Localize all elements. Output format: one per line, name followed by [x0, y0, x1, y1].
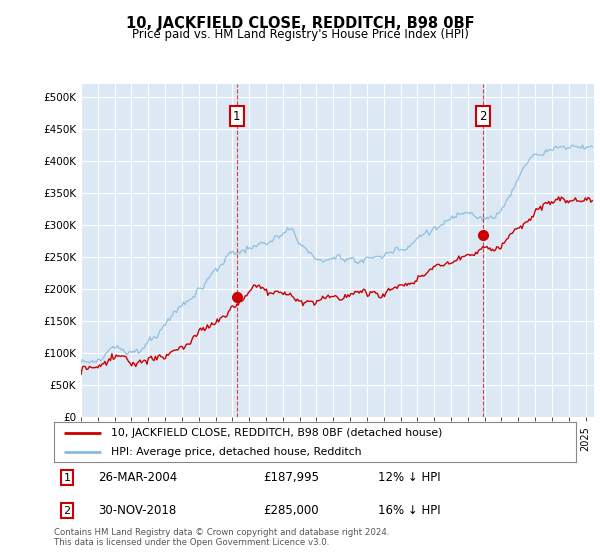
Text: £285,000: £285,000: [263, 504, 319, 517]
Text: HPI: Average price, detached house, Redditch: HPI: Average price, detached house, Redd…: [112, 447, 362, 457]
Text: £187,995: £187,995: [263, 471, 319, 484]
Text: 10, JACKFIELD CLOSE, REDDITCH, B98 0BF (detached house): 10, JACKFIELD CLOSE, REDDITCH, B98 0BF (…: [112, 428, 443, 438]
Text: 1: 1: [64, 473, 71, 483]
Text: 2: 2: [479, 110, 487, 123]
Text: 26-MAR-2004: 26-MAR-2004: [98, 471, 178, 484]
Text: Contains HM Land Registry data © Crown copyright and database right 2024.
This d: Contains HM Land Registry data © Crown c…: [54, 528, 389, 547]
Text: 12% ↓ HPI: 12% ↓ HPI: [377, 471, 440, 484]
Text: 2: 2: [64, 506, 71, 516]
Text: Price paid vs. HM Land Registry's House Price Index (HPI): Price paid vs. HM Land Registry's House …: [131, 28, 469, 41]
Text: 16% ↓ HPI: 16% ↓ HPI: [377, 504, 440, 517]
Text: 1: 1: [233, 110, 241, 123]
Text: 10, JACKFIELD CLOSE, REDDITCH, B98 0BF: 10, JACKFIELD CLOSE, REDDITCH, B98 0BF: [125, 16, 475, 31]
Text: 30-NOV-2018: 30-NOV-2018: [98, 504, 176, 517]
